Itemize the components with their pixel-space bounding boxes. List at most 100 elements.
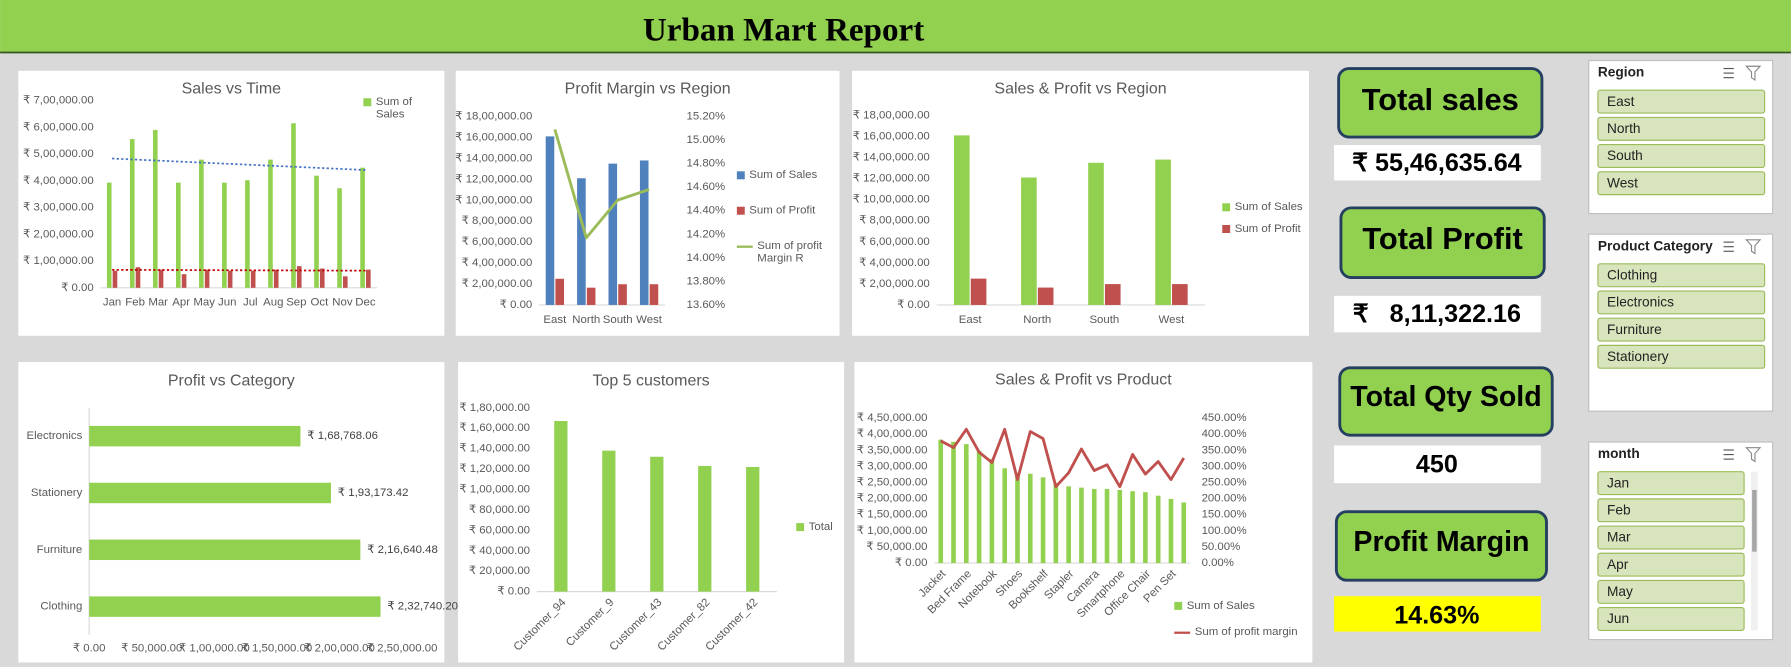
- bar: [366, 269, 371, 288]
- clear-filter-icon: [1745, 447, 1762, 463]
- y2-tick-label: 200.00%: [1202, 493, 1247, 505]
- x-tick-label: Mar: [148, 297, 168, 309]
- bar: [746, 466, 760, 592]
- bar: [89, 539, 361, 561]
- bar: [89, 482, 331, 504]
- bar: [1104, 488, 1110, 564]
- kpi-label: Total Profit: [1362, 221, 1522, 256]
- slicer-item[interactable]: East: [1597, 89, 1766, 114]
- slicer-item[interactable]: Mar: [1597, 525, 1745, 550]
- legend-item: Sum of Sales: [736, 169, 838, 182]
- x-tick-label: Jan: [103, 297, 121, 309]
- bar: [608, 163, 618, 305]
- slicer-item-button: [1597, 579, 1745, 604]
- y-tick-label: ₹ 2,00,000.00: [859, 278, 930, 290]
- bar: [1037, 287, 1054, 305]
- y2-tick-label: 14.80%: [686, 158, 725, 170]
- legend-item: Sum of profit margin: [1174, 626, 1311, 638]
- slicer-item-label: May: [1607, 584, 1633, 599]
- slicer-item[interactable]: May: [1597, 579, 1745, 604]
- y-tick-label: ₹ 2,50,000.00: [857, 476, 928, 488]
- slicer-item[interactable]: Feb: [1597, 498, 1745, 523]
- x-tick-label: ₹ 1,00,000.00: [179, 643, 250, 655]
- y-tick-label: ₹ 3,50,000.00: [857, 444, 928, 456]
- slicer-item[interactable]: Jan: [1597, 471, 1745, 496]
- y-tick-label: ₹ 5,00,000.00: [23, 148, 94, 160]
- slicer-item[interactable]: Stationery: [1597, 344, 1766, 369]
- slicer-item-button: [1597, 471, 1745, 496]
- y-tick-label: ₹ 18,00,000.00: [853, 109, 930, 121]
- y-tick-label: ₹ 1,50,000.00: [857, 509, 928, 521]
- bar: [545, 136, 555, 305]
- kpi-value-box: [1334, 295, 1541, 333]
- legend-label: Sum of Profit: [749, 204, 816, 218]
- x-tick-label: North: [572, 314, 600, 326]
- slicer-item[interactable]: West: [1597, 171, 1766, 196]
- kpi-label-box: [1334, 510, 1548, 582]
- kpi-total-qty: Total Qty Sold 450: [1334, 366, 1554, 484]
- slicer-item[interactable]: Jun: [1597, 607, 1745, 632]
- bar: [1015, 472, 1020, 564]
- slicer-item-label: Jun: [1607, 611, 1629, 626]
- bar: [1079, 487, 1084, 564]
- y-tick-label: ₹ 6,00,000.00: [462, 236, 533, 248]
- bar: [245, 180, 250, 288]
- x-tick-label: Apr: [172, 297, 190, 309]
- y-tick-label: ₹ 1,40,000.00: [459, 443, 530, 455]
- bar: [89, 596, 381, 617]
- bar: [1053, 483, 1059, 564]
- clear-filter-icon: [1745, 239, 1762, 255]
- chart: Sales & Profit vs Product ₹ 0.00 ₹ 50,000.…: [854, 362, 1313, 663]
- kpi-total-sales: Total sales ₹ 55,46,635.64: [1334, 67, 1544, 181]
- legend-item: Sum of Sales: [1222, 201, 1308, 214]
- legend-swatch: [1222, 224, 1231, 233]
- legend-swatch: [363, 98, 372, 107]
- y-tick-label: Clothing: [40, 601, 82, 613]
- legend-label: Sum of profit Margin R: [757, 239, 823, 265]
- x-tick-label: ₹ 2,00,000.00: [304, 643, 375, 655]
- y-tick-label: ₹ 2,00,000.00: [857, 493, 928, 505]
- bar: [314, 175, 319, 288]
- chart: Profit Margin vs Region ₹ 0.00 ₹ 2,00,000.…: [455, 70, 840, 336]
- slicer-item-button: [1597, 498, 1745, 523]
- y2-tick-label: 100.00%: [1202, 525, 1247, 537]
- slicer-item[interactable]: Furniture: [1597, 317, 1766, 342]
- chart-panel: [852, 70, 1309, 336]
- y2-tick-label: 450.00%: [1202, 412, 1247, 424]
- y-tick-label: ₹ 8,00,000.00: [462, 215, 533, 227]
- legend-item: Sum of Sales: [363, 96, 443, 121]
- slicer-item[interactable]: South: [1597, 144, 1766, 169]
- bar: [250, 270, 256, 288]
- y-tick-label: ₹ 1,60,000.00: [459, 422, 530, 434]
- data-label: ₹ 2,16,640.48: [367, 544, 438, 556]
- slicer-item[interactable]: Apr: [1597, 552, 1745, 577]
- x-tick-label: North: [1023, 314, 1051, 326]
- slicer-item-button: [1597, 116, 1766, 141]
- slicer-item[interactable]: Clothing: [1597, 263, 1766, 288]
- y2-tick-label: 14.00%: [686, 252, 725, 264]
- bar: [152, 129, 158, 288]
- bar: [1168, 498, 1174, 564]
- bar: [698, 465, 712, 592]
- bar: [1021, 177, 1037, 305]
- x-tick-label: East: [959, 314, 983, 326]
- scrollbar-thumb: [1752, 489, 1757, 552]
- x-tick-label: May: [193, 297, 215, 309]
- slicer-item[interactable]: North: [1597, 116, 1766, 141]
- bar: [970, 278, 987, 305]
- slicer-item[interactable]: Electronics: [1597, 290, 1766, 315]
- slicer-item-button: [1597, 525, 1745, 550]
- slicer: Product Category Clothing Electronics Furni…: [1588, 233, 1774, 412]
- slicer-item-button: [1597, 552, 1745, 577]
- bar: [602, 450, 616, 592]
- legend-swatch: [736, 171, 745, 180]
- legend-label: Sum of Profit: [1234, 222, 1301, 236]
- y-tick-label: Furniture: [37, 544, 83, 556]
- x-tick-label: ₹ 0.00: [73, 643, 106, 655]
- legend-entry: Sum of Sales: [736, 169, 838, 182]
- slicer-item-label: Electronics: [1607, 295, 1674, 310]
- y-tick-label: ₹ 4,00,000.00: [857, 428, 928, 440]
- trendline: [112, 268, 366, 272]
- y-tick-label: ₹ 1,00,000.00: [857, 525, 928, 537]
